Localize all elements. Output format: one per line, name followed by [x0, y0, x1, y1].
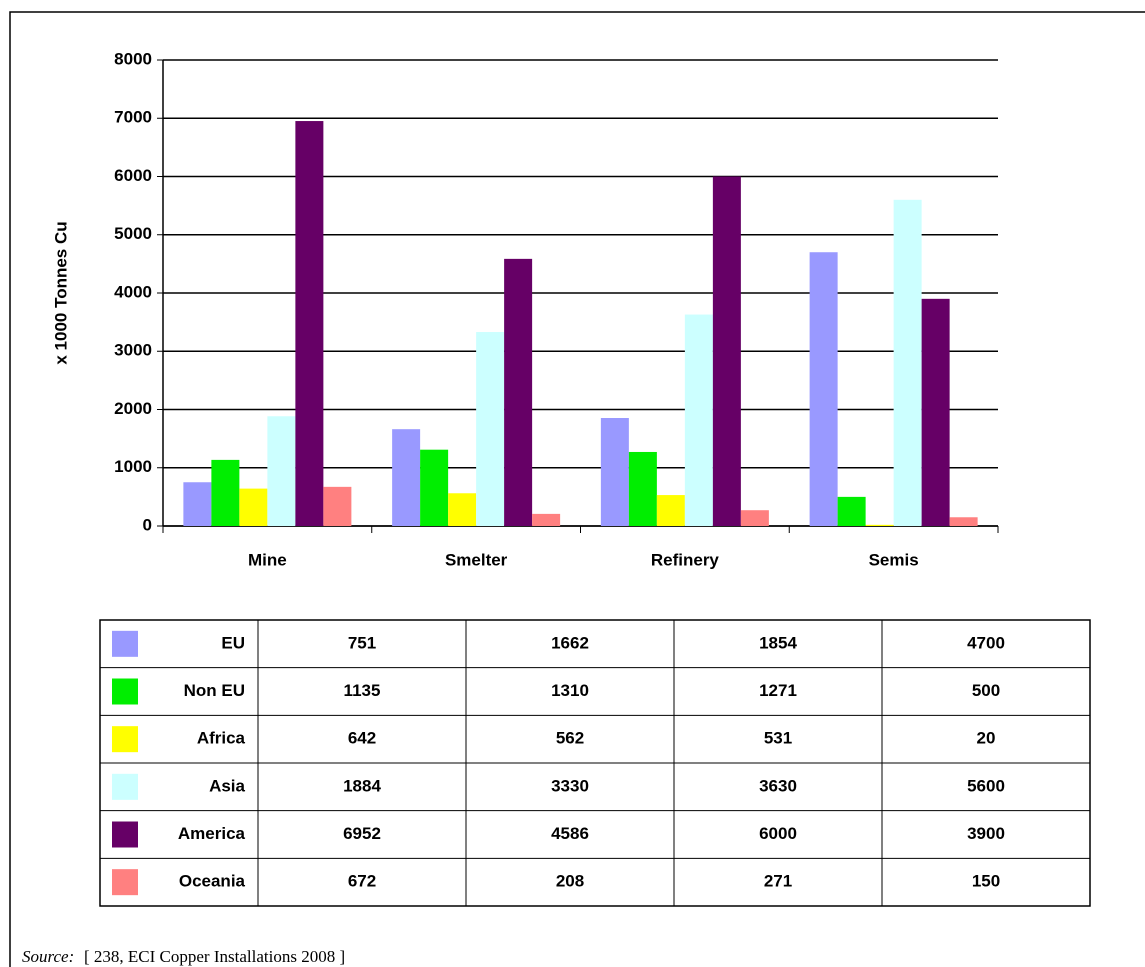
table-value: 642 — [348, 729, 376, 748]
table-value: 1662 — [551, 633, 589, 652]
bar — [712, 176, 741, 526]
bar — [949, 517, 978, 526]
bar — [684, 314, 713, 526]
bar — [740, 510, 769, 526]
table-value: 150 — [972, 872, 1000, 891]
bar — [323, 486, 352, 526]
frame — [9, 11, 1145, 967]
y-tick-label: 5000 — [114, 224, 152, 243]
bar — [809, 252, 838, 526]
y-tick-label: 0 — [143, 515, 152, 534]
x-tick-label: Smelter — [445, 550, 508, 569]
table-value: 271 — [764, 872, 792, 891]
bar — [837, 496, 866, 526]
bar — [295, 121, 324, 527]
table-value: 3330 — [551, 776, 589, 795]
bar — [239, 488, 268, 526]
bar — [476, 332, 505, 526]
table-value: 4700 — [967, 633, 1005, 652]
table-value: 1854 — [759, 633, 797, 652]
legend-swatch — [112, 821, 138, 848]
x-tick-label: Mine — [248, 550, 287, 569]
x-tick-label: Refinery — [651, 550, 720, 569]
table-value: 6000 — [759, 824, 797, 843]
legend-label: Africa — [197, 729, 246, 748]
table-value: 1310 — [551, 681, 589, 700]
bar — [448, 493, 477, 526]
y-axis-label: x 1000 Tonnes Cu — [51, 221, 70, 364]
table-value: 500 — [972, 681, 1000, 700]
bar — [656, 495, 685, 526]
bar — [504, 258, 533, 526]
bar — [865, 524, 894, 526]
y-tick-label: 4000 — [114, 282, 152, 301]
bar — [420, 449, 449, 526]
table-value: 3630 — [759, 776, 797, 795]
table-value: 1884 — [343, 776, 381, 795]
table-value: 1271 — [759, 681, 797, 700]
legend-swatch — [112, 726, 138, 753]
y-tick-label: 2000 — [114, 399, 152, 418]
table-value: 3900 — [967, 824, 1005, 843]
bar — [183, 482, 212, 526]
bar — [532, 513, 561, 526]
table-value: 562 — [556, 729, 584, 748]
table-value: 4586 — [551, 824, 589, 843]
legend-label: Oceania — [179, 872, 246, 891]
bar — [267, 416, 296, 526]
legend-label: EU — [221, 633, 245, 652]
table-value: 1135 — [344, 681, 381, 700]
bar — [893, 199, 922, 527]
table-value: 5600 — [967, 776, 1005, 795]
y-tick-label: 3000 — [114, 341, 152, 360]
table-value: 6952 — [343, 824, 381, 843]
table-value: 672 — [348, 872, 376, 891]
source-text: [ 238, ECI Copper Installations 2008 ] — [84, 947, 345, 966]
legend-swatch — [112, 773, 138, 800]
y-tick-label: 7000 — [114, 108, 152, 127]
y-tick-label: 6000 — [114, 166, 152, 185]
bar — [628, 451, 657, 526]
legend-label: Asia — [209, 776, 245, 795]
legend-swatch — [112, 869, 138, 896]
bar — [211, 459, 240, 526]
y-tick-label: 1000 — [114, 457, 152, 476]
table-value: 208 — [556, 872, 584, 891]
legend-label: Non EU — [184, 681, 245, 700]
legend-label: America — [178, 824, 246, 843]
source-label: Source: — [22, 947, 74, 966]
legend-swatch — [112, 630, 138, 657]
table-value: 20 — [977, 729, 996, 748]
bar — [392, 429, 421, 526]
x-tick-label: Semis — [869, 550, 919, 569]
legend-swatch — [112, 678, 138, 705]
table-value: 751 — [348, 633, 376, 652]
table-value: 531 — [764, 729, 792, 748]
bar — [600, 418, 629, 526]
y-tick-label: 8000 — [114, 49, 152, 68]
bar — [921, 298, 950, 526]
